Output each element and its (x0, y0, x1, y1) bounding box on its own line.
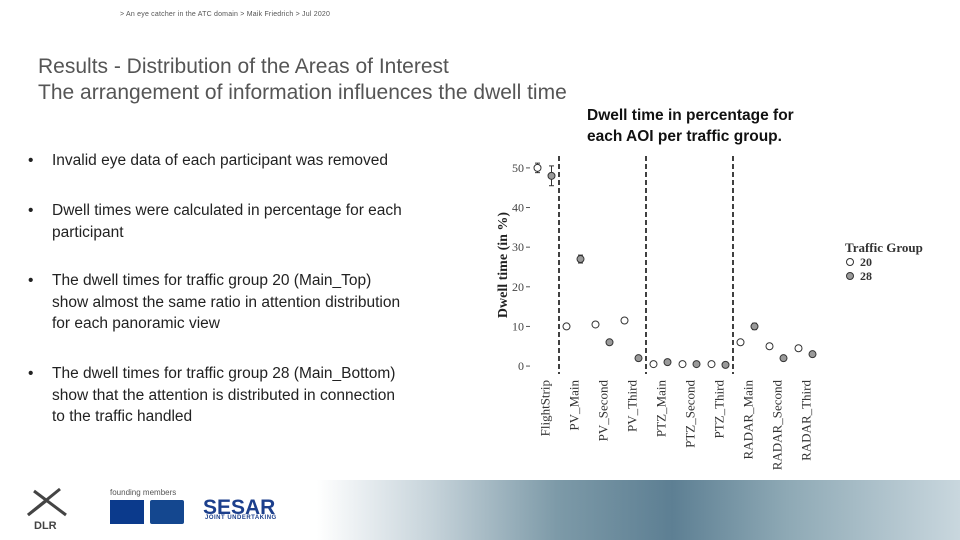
bullet-line: show that the attention is distributed i… (52, 386, 395, 404)
title-line-2: The arrangement of information influence… (38, 81, 567, 104)
data-point-series-20 (678, 360, 687, 369)
title-line-1: Results - Distribution of the Areas of I… (38, 55, 449, 78)
bullet-item: • The dwell times for traffic group 28 (… (28, 363, 492, 428)
dlr-logo: DLR (27, 487, 67, 532)
data-point-series-20 (649, 360, 658, 369)
bullet-item: • The dwell times for traffic group 20 (… (28, 270, 492, 335)
data-point-series-20 (707, 360, 716, 369)
y-axis-label: Dwell time (in %) (496, 212, 511, 318)
caption-line-1: Dwell time in percentage for (587, 107, 794, 124)
data-point-series-20 (591, 320, 600, 329)
y-tick-label: 50 (512, 161, 524, 175)
bullet-line: The dwell times for traffic group 20 (Ma… (52, 272, 372, 289)
bullet-icon: • (28, 365, 34, 382)
data-point-series-20 (562, 322, 571, 331)
data-point-series-20 (533, 163, 542, 172)
data-point-series-28 (547, 171, 556, 180)
y-tick-label: 20 (512, 280, 524, 294)
bullet-line: Dwell times were calculated in percentag… (52, 202, 402, 219)
x-tick-label: FlightStrip (538, 380, 553, 436)
breadcrumb: > An eye catcher in the ATC domain > Mai… (120, 11, 331, 18)
data-point-series-28 (750, 322, 759, 331)
eurocontrol-logo (150, 500, 184, 524)
data-point-series-28 (605, 338, 614, 347)
y-tick-label: 30 (512, 240, 524, 254)
bullet-item: • Invalid eye data of each participant w… (28, 150, 492, 172)
data-point-series-28 (779, 354, 788, 363)
bullet-icon: • (28, 202, 34, 219)
bullet-line: to the traffic handled (52, 408, 193, 425)
data-point-series-28 (663, 358, 672, 367)
sesar-subtitle: JOINT UNDERTAKING (205, 515, 277, 521)
data-point-series-28 (576, 255, 585, 264)
data-point-series-20 (794, 344, 803, 353)
dwell-time-chart: 0 10 20 30 40 50 Dwell time (in %) FlightStrip P… (496, 156, 923, 496)
data-point-series-20 (620, 316, 629, 325)
x-tick-label: PV_Third (625, 380, 640, 433)
caption-line-2: each AOI per traffic group. (587, 128, 782, 145)
x-tick-label: PV_Main (567, 380, 582, 431)
x-tick-label: PTZ_Second (683, 380, 698, 448)
legend-marker (846, 272, 854, 280)
bullet-icon: • (28, 272, 34, 289)
data-point-series-20 (765, 342, 774, 351)
sesar-logo: SESAR (203, 496, 276, 519)
x-tick-label: PTZ_Main (654, 380, 669, 438)
x-tick-label: RADAR_Main (741, 380, 756, 460)
dlr-label: DLR (34, 520, 57, 532)
x-tick-label: RADAR_Third (799, 380, 814, 461)
data-point-series-28 (721, 360, 730, 369)
eu-flag-icon (110, 500, 144, 524)
y-tick-label: 10 (512, 319, 524, 333)
y-tick-label: 40 (512, 201, 524, 215)
data-point-series-28 (808, 350, 817, 359)
legend-label: 28 (860, 269, 872, 283)
bullet-line: Invalid eye data of each participant was… (52, 152, 389, 169)
bullet-item: • Dwell times were calculated in percent… (28, 200, 492, 243)
chart-caption: Dwell time in percentage for each AOI pe… (587, 105, 794, 147)
bullet-line: for each panoramic view (52, 315, 220, 332)
legend-marker (846, 258, 854, 266)
legend-title: Traffic Group (845, 240, 923, 255)
x-tick-label: RADAR_Second (770, 380, 785, 471)
bullet-line: show almost the same ratio in attention … (52, 293, 401, 311)
page-title: Results - Distribution of the Areas of I… (38, 54, 567, 106)
data-point-series-20 (736, 338, 745, 347)
bullet-line: The dwell times for traffic group 28 (Ma… (52, 365, 396, 382)
x-tick-label: PTZ_Third (712, 380, 727, 439)
y-tick-label: 0 (518, 359, 524, 373)
legend-label: 20 (860, 255, 872, 269)
x-tick-label: PV_Second (596, 380, 611, 442)
bullet-icon: • (28, 152, 34, 169)
bullet-line: participant (52, 223, 124, 241)
founding-members-label: founding members (110, 488, 177, 497)
data-point-series-28 (634, 354, 643, 363)
data-point-series-28 (692, 360, 701, 369)
